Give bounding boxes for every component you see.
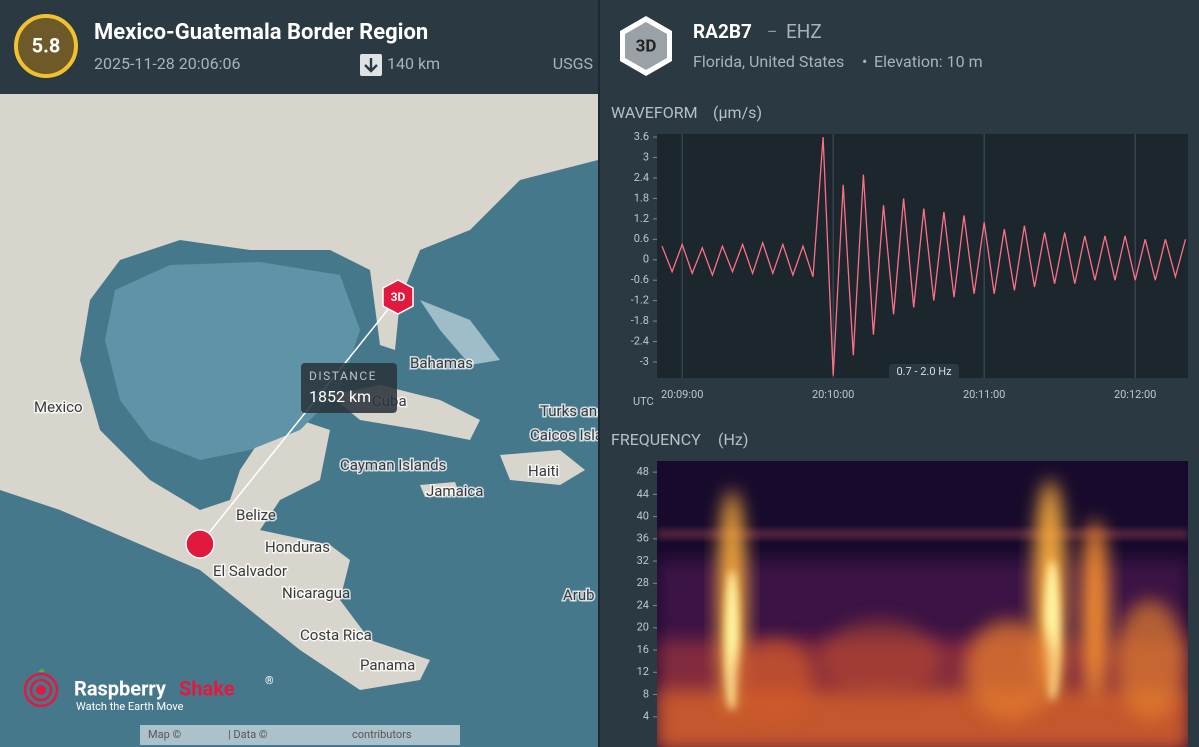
- magnitude-badge: [14, 14, 78, 78]
- x-tick-label: 20:09:00: [661, 388, 703, 401]
- map-label: Honduras: [265, 538, 330, 556]
- hispaniola: [500, 450, 585, 485]
- x-tick-label: 20:10:00: [812, 388, 854, 401]
- y-tick-label: 20: [637, 621, 649, 634]
- y-tick-label: 8: [643, 687, 649, 700]
- y-tick-label: 0: [643, 253, 649, 266]
- map-label: Cayman Islands: [340, 456, 446, 474]
- map: 3D Mexico Belize Honduras El Salvador Nicara…: [0, 94, 620, 747]
- y-tick-label: 44: [637, 487, 649, 500]
- station-marker[interactable]: [382, 279, 414, 315]
- y-tick-label: -1.2: [631, 294, 649, 307]
- map-label: Jamaica: [426, 482, 483, 500]
- y-tick-label: -1.8: [631, 314, 649, 327]
- x-tick-label: 20:12:00: [1114, 388, 1156, 401]
- attribution-contributors: contributors: [352, 728, 412, 741]
- utc-label: UTC: [633, 395, 654, 408]
- station-badge-label: 3D: [636, 36, 657, 56]
- y-tick-label: 24: [637, 598, 649, 611]
- frequency-title: FREQUENCY: [611, 430, 701, 449]
- logo-icon: [23, 668, 59, 708]
- map-label: Haiti: [528, 462, 559, 480]
- epicenter-marker[interactable]: [185, 529, 215, 559]
- land: [0, 94, 598, 690]
- station-code: RA2B7: [693, 20, 752, 43]
- y-tick-label: 32: [637, 554, 649, 567]
- y-tick-label: -0.6: [631, 273, 649, 286]
- region: Mexico-Guatemala Border Region: [94, 20, 428, 45]
- map-label: Belize: [236, 506, 276, 524]
- source: USGS: [553, 54, 593, 73]
- depth: 140 km: [387, 54, 440, 73]
- frequency-axis: 48 44 40 36 32 28 24 20 16 12 8 4: [637, 465, 657, 723]
- map-label: Bahamas: [410, 354, 473, 372]
- event-header: [0, 0, 598, 94]
- y-tick-label: 36: [637, 532, 649, 545]
- waveform-chart: 20:09:00 20:10:00 20:11:00 20:12:00 3.6 3 2.4 1…: [631, 130, 1187, 401]
- filter-label: 0.7 - 2.0 Hz: [896, 365, 952, 378]
- map-label: Caicos Island: [530, 426, 620, 444]
- spectrogram: [657, 461, 1188, 747]
- map-label: Turks and: [540, 402, 606, 420]
- attribution-data: | Data ©: [228, 728, 268, 741]
- datetime: 2025-11-28 20:06:06: [94, 54, 240, 73]
- separator: –: [767, 22, 778, 41]
- waveform-title: WAVEFORM: [611, 103, 698, 122]
- location: Florida, United States: [693, 52, 844, 71]
- jamaica: [420, 482, 460, 497]
- channel: EHZ: [786, 20, 822, 43]
- y-tick-label: 28: [637, 576, 649, 589]
- waveform-unit: (µm/s): [713, 103, 762, 122]
- bullet: •: [862, 52, 867, 71]
- tagline: Watch the Earth Move: [76, 700, 184, 713]
- y-tick-label: 2.4: [634, 171, 649, 184]
- y-tick-label: 3.6: [634, 130, 649, 143]
- logo-mark: ®: [265, 674, 274, 687]
- y-tick-label: 1.2: [634, 212, 649, 225]
- y-tick-label: 16: [637, 643, 649, 656]
- elevation: Elevation: 10 m: [874, 52, 983, 71]
- divider: [598, 0, 600, 747]
- y-tick-label: 48: [637, 465, 649, 478]
- y-tick-label: -3: [640, 355, 649, 368]
- attribution-map: Map ©: [148, 728, 181, 741]
- map-label: El Salvador: [213, 562, 287, 580]
- station-badge: [625, 22, 667, 70]
- map-labels: Mexico Belize Honduras El Salvador Nicaragua…: [33, 352, 620, 675]
- distance-line: [199, 296, 399, 545]
- waveform-plot: [657, 134, 1188, 378]
- y-tick-label: 3: [643, 150, 649, 163]
- waveform-line: [661, 137, 1187, 376]
- map-label: Nicaragua: [282, 584, 350, 602]
- y-tick-label: 4: [643, 710, 649, 723]
- distance-box: [301, 363, 397, 413]
- logo-left: Raspberry: [74, 676, 167, 700]
- x-tick-label: 20:11:00: [963, 388, 1005, 401]
- frequency-unit: (Hz): [718, 430, 748, 449]
- y-tick-label: 0.6: [634, 232, 649, 245]
- station-marker-label: 3D: [391, 290, 406, 304]
- y-tick-label: 1.8: [634, 191, 649, 204]
- y-tick-label: 40: [637, 510, 649, 523]
- magnitude: 5.8: [32, 33, 61, 57]
- map-label: Costa Rica: [300, 626, 372, 644]
- map-label: Arub: [563, 586, 595, 604]
- map-label: Mexico: [34, 398, 83, 416]
- map-label: Panama: [360, 656, 415, 674]
- distance-label: DISTANCE: [309, 369, 377, 383]
- y-tick-label: -2.4: [631, 334, 649, 347]
- gulf: [105, 262, 360, 460]
- depth-arrow: [364, 58, 378, 73]
- logo-right: Shake: [179, 676, 235, 700]
- y-tick-label: 12: [637, 665, 649, 678]
- distance-value: 1852 km: [309, 387, 371, 406]
- filter-box: [889, 364, 959, 379]
- attribution-bar: [140, 725, 460, 745]
- bahamas-bank: [420, 300, 500, 365]
